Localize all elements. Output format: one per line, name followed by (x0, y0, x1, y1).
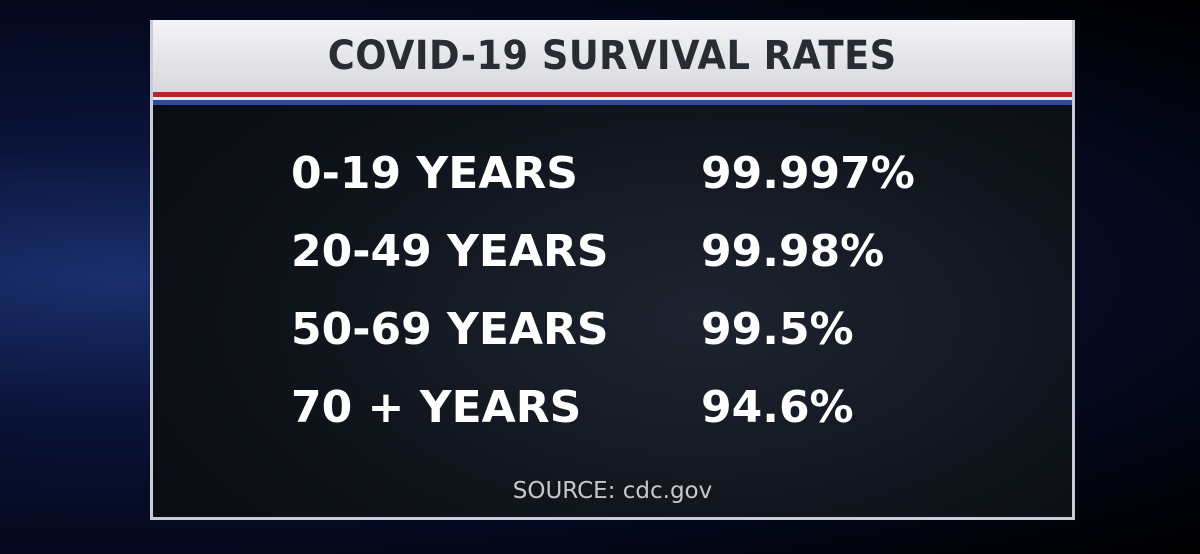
table-row: 70 + YEARS 94.6% (291, 382, 991, 442)
table-row: 50-69 YEARS 99.5% (291, 304, 991, 364)
survival-rate: 99.997% (701, 148, 915, 199)
table-row: 0-19 YEARS 99.997% (291, 148, 991, 208)
panel: COVID-19 SURVIVAL RATES 0-19 YEARS 99.997… (150, 20, 1075, 520)
header: COVID-19 SURVIVAL RATES (153, 20, 1072, 92)
age-group: 50-69 YEARS (291, 304, 609, 355)
age-group: 0-19 YEARS (291, 148, 578, 199)
title: COVID-19 SURVIVAL RATES (328, 33, 897, 79)
survival-rate: 99.98% (701, 226, 885, 277)
stripe (153, 92, 1072, 97)
survival-rate: 99.5% (701, 304, 854, 355)
stripe (153, 97, 1072, 100)
stripe (153, 100, 1072, 105)
age-group: 70 + YEARS (291, 382, 582, 433)
table-row: 20-49 YEARS 99.98% (291, 226, 991, 286)
survival-rate: 94.6% (701, 382, 854, 433)
age-group: 20-49 YEARS (291, 226, 609, 277)
source: SOURCE: cdc.gov (512, 478, 713, 504)
